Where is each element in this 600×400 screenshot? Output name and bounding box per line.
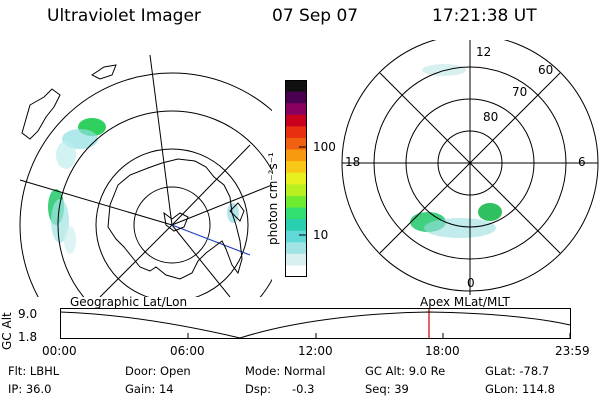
filter-info: Flt: LBHL: [8, 364, 60, 378]
magnetic-polar-plot: [341, 40, 599, 295]
glon-info: GLon: 114.8: [485, 382, 555, 396]
colorbar-segment: [285, 126, 307, 139]
x-tick-1800: 18:00: [425, 344, 460, 358]
subsolar-line: [171, 224, 251, 256]
colorbar-segment: [285, 114, 307, 127]
gain-info: Gain: 14: [125, 382, 174, 396]
timeline-axis-title: GC Alt: [0, 312, 14, 350]
mlt-label-6: 6: [578, 155, 586, 169]
door-info: Door: Open: [125, 364, 191, 378]
x-tick-0000: 00:00: [42, 344, 77, 358]
colorbar-segment: [285, 137, 307, 151]
gc-alt-info: GC Alt: 9.0 Re: [365, 364, 446, 378]
colorbar-segment: [285, 207, 307, 220]
glat-info: GLat: -78.7: [485, 364, 550, 378]
x-tick-1200: 12:00: [298, 344, 333, 358]
altitude-timeline: [60, 308, 571, 339]
lat-label-70: 70: [512, 85, 528, 99]
colorbar-segment: [285, 242, 307, 255]
seq-info: Seq: 39: [365, 382, 409, 396]
colorbar-segment: [285, 184, 307, 197]
timeline-right-label: Apex MLat/MLT: [420, 295, 510, 309]
lat-label-80: 80: [483, 110, 499, 124]
colorbar-segment: [285, 172, 307, 185]
timeline-left-label: Geographic Lat/Lon: [70, 295, 188, 309]
colorbar-segment: [285, 265, 307, 277]
colorbar-segment: [285, 219, 307, 232]
y-tick-high: 9.0: [18, 307, 38, 321]
auroral-emission-left: [48, 118, 239, 254]
longitude-grid-left: [19, 54, 272, 297]
lat-label-60: 60: [538, 63, 554, 77]
colorbar-segment: [285, 149, 307, 162]
mlt-label-18: 18: [345, 155, 361, 169]
colorbar-segment: [285, 230, 307, 243]
colorbar-segment: [285, 91, 307, 104]
colorbar-segment: [285, 161, 307, 174]
coastline: [21, 64, 245, 280]
instrument-title: Ultraviolet Imager: [47, 6, 201, 26]
date-label: 07 Sep 07: [272, 6, 359, 26]
x-tick-2359: 23:59: [555, 344, 590, 358]
colorbar: [285, 80, 307, 277]
latitude-grid-left: [19, 72, 272, 297]
mlt-label-0: 0: [467, 276, 475, 290]
geographic-image: [19, 54, 272, 297]
dsp-value: -0.3: [292, 382, 315, 396]
altitude-curve: [60, 311, 571, 339]
dsp-label: Dsp:: [245, 382, 272, 396]
ip-info: IP: 36.0: [8, 382, 52, 396]
y-tick-low: 1.8: [18, 330, 38, 344]
time-label: 17:21:38 UT: [432, 6, 537, 26]
mlt-grid-right: [342, 40, 598, 295]
auroral-emission-right: [410, 64, 502, 238]
colorbar-unit-label: photon cm⁻²s⁻¹: [266, 152, 280, 245]
colorbar-tick-10: 10: [313, 228, 329, 242]
colorbar-segment: [285, 195, 307, 209]
colorbar-segment: [285, 103, 307, 116]
mlt-label-12: 12: [476, 45, 492, 59]
colorbar-segment: [285, 253, 307, 267]
x-tick-0600: 06:00: [170, 344, 205, 358]
colorbar-tick-100: 100: [313, 140, 336, 154]
colorbar-segment: [285, 80, 307, 93]
mode-info: Mode: Normal: [245, 364, 326, 378]
